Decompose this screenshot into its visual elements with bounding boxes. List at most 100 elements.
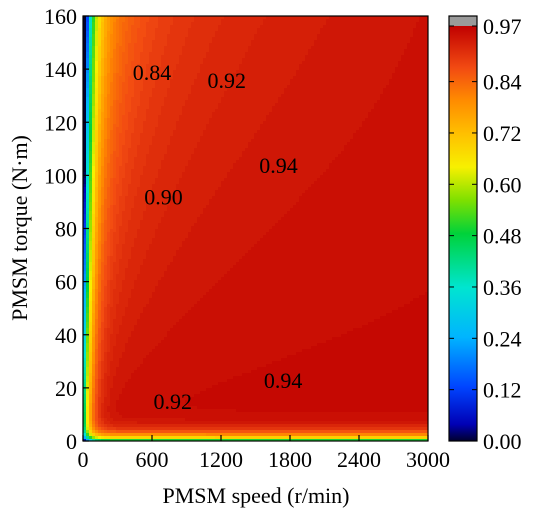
contour-cell bbox=[98, 73, 102, 77]
contour-cell bbox=[209, 142, 213, 146]
contour-cell bbox=[329, 82, 333, 86]
contour-cell bbox=[377, 43, 381, 47]
contour-cell bbox=[257, 103, 261, 107]
contour-cell bbox=[329, 133, 333, 137]
contour-cell bbox=[167, 64, 171, 68]
contour-cell bbox=[365, 34, 369, 38]
contour-cell bbox=[290, 40, 294, 44]
contour-cell bbox=[425, 91, 428, 95]
contour-cell bbox=[365, 61, 369, 65]
contour-cell bbox=[158, 121, 162, 125]
contour-cell bbox=[377, 130, 381, 134]
contour-cell bbox=[155, 100, 159, 104]
contour-cell bbox=[254, 91, 258, 95]
contour-cell bbox=[287, 142, 291, 146]
contour-cell bbox=[416, 37, 420, 41]
contour-cell bbox=[197, 31, 201, 35]
contour-cell bbox=[128, 97, 132, 101]
contour-cell bbox=[101, 34, 105, 38]
contour-cell bbox=[395, 133, 399, 137]
contour-cell bbox=[392, 19, 396, 23]
contour-cell bbox=[392, 55, 396, 59]
contour-cell bbox=[134, 115, 138, 119]
contour-cell bbox=[122, 73, 126, 77]
contour-cell bbox=[332, 127, 336, 131]
contour-cell bbox=[110, 88, 114, 92]
contour-cell bbox=[332, 67, 336, 71]
contour-cell bbox=[281, 82, 285, 86]
contour-cell bbox=[116, 103, 120, 107]
contour-cell bbox=[152, 73, 156, 77]
contour-cell bbox=[227, 73, 231, 77]
contour-cell bbox=[326, 31, 330, 35]
contour-cell bbox=[401, 46, 405, 50]
contour-cell bbox=[131, 76, 135, 80]
contour-cell bbox=[251, 49, 255, 53]
contour-cell bbox=[317, 142, 321, 146]
contour-cell bbox=[98, 58, 102, 62]
contour-cell bbox=[362, 19, 366, 23]
contour-cell bbox=[212, 64, 216, 68]
contour-cell bbox=[101, 130, 105, 134]
contour-cell bbox=[266, 55, 270, 59]
contour-cell bbox=[341, 37, 345, 41]
contour-cell bbox=[416, 25, 420, 29]
contour-cell bbox=[299, 112, 303, 116]
contour-cell bbox=[116, 31, 120, 35]
contour-cell bbox=[146, 52, 150, 56]
contour-cell bbox=[290, 19, 294, 23]
contour-cell bbox=[323, 100, 327, 104]
contour-cell bbox=[161, 82, 165, 86]
contour-cell bbox=[254, 49, 258, 53]
contour-cell bbox=[338, 16, 342, 20]
contour-cell bbox=[155, 133, 159, 137]
contour-cell bbox=[83, 136, 87, 140]
contour-cell bbox=[362, 43, 366, 47]
contour-cell bbox=[98, 82, 102, 86]
contour-cell bbox=[191, 40, 195, 44]
contour-cell bbox=[104, 106, 108, 110]
contour-cell bbox=[206, 67, 210, 71]
contour-cell bbox=[89, 82, 93, 86]
contour-cell bbox=[374, 106, 378, 110]
contour-cell bbox=[269, 61, 273, 65]
contour-cell bbox=[425, 70, 428, 74]
contour-cell bbox=[104, 73, 108, 77]
contour-cell bbox=[173, 46, 177, 50]
contour-cell bbox=[332, 94, 336, 98]
contour-cell bbox=[227, 112, 231, 116]
contour-cell bbox=[161, 58, 165, 62]
contour-cell bbox=[320, 115, 324, 119]
contour-cell bbox=[332, 49, 336, 53]
contour-cell bbox=[347, 40, 351, 44]
contour-cell bbox=[254, 139, 258, 143]
contour-cell bbox=[209, 79, 213, 83]
contour-cell bbox=[176, 16, 180, 20]
contour-cell bbox=[320, 52, 324, 56]
contour-cell bbox=[194, 127, 198, 131]
contour-cell bbox=[137, 118, 141, 122]
contour-cell bbox=[413, 97, 417, 101]
contour-cell bbox=[377, 55, 381, 59]
contour-cell bbox=[227, 136, 231, 140]
contour-cell bbox=[323, 19, 327, 23]
contour-cell bbox=[239, 145, 243, 149]
contour-cell bbox=[365, 139, 369, 143]
contour-cell bbox=[191, 127, 195, 131]
contour-cell bbox=[209, 49, 213, 53]
contour-cell bbox=[311, 127, 315, 131]
contour-cell bbox=[389, 37, 393, 41]
contour-cell bbox=[311, 94, 315, 98]
contour-cell bbox=[131, 139, 135, 143]
contour-cell bbox=[110, 133, 114, 137]
contour-cell bbox=[182, 79, 186, 83]
contour-cell bbox=[146, 61, 150, 65]
contour-cell bbox=[182, 130, 186, 134]
contour-cell bbox=[302, 127, 306, 131]
contour-cell bbox=[188, 46, 192, 50]
contour-cell bbox=[221, 31, 225, 35]
contour-cell bbox=[383, 127, 387, 131]
contour-cell bbox=[353, 19, 357, 23]
contour-cell bbox=[143, 16, 147, 20]
contour-cell bbox=[275, 121, 279, 125]
